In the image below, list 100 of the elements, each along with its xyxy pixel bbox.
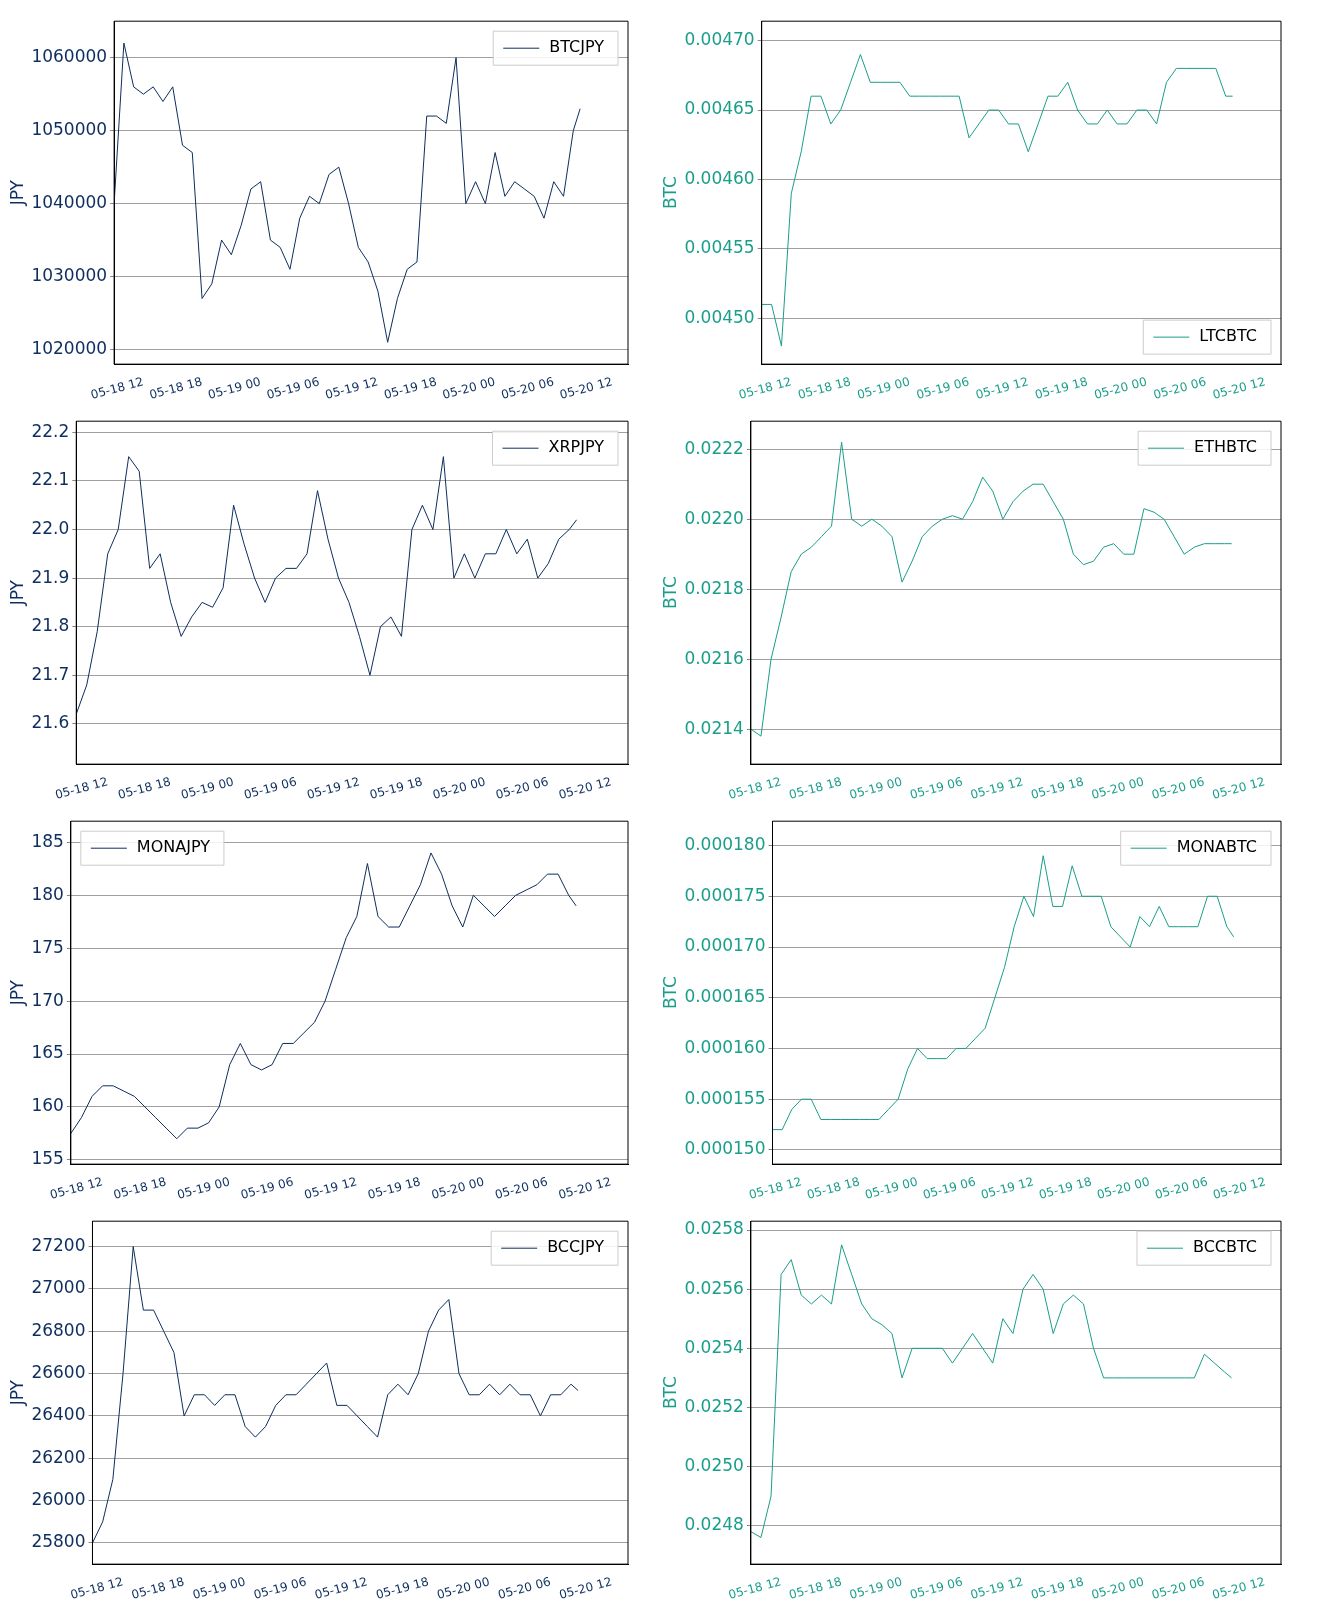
x-tick-label: 05-18 12 bbox=[48, 1174, 105, 1202]
x-tick-label: 05-19 12 bbox=[979, 1174, 1036, 1202]
x-tick-label: 05-19 12 bbox=[313, 1574, 369, 1600]
y-tick-label: 180 bbox=[31, 883, 64, 904]
x-tick-label: 05-19 12 bbox=[302, 1174, 359, 1202]
x-tick-label: 05-19 06 bbox=[908, 1574, 965, 1600]
y-tick-label: 0.0258 bbox=[684, 1218, 744, 1239]
x-tick-label: 05-20 12 bbox=[558, 374, 614, 402]
x-tick-label: 05-19 12 bbox=[974, 374, 1030, 402]
x-tick-label: 05-20 00 bbox=[1092, 374, 1149, 402]
y-tick-label: 0.00455 bbox=[684, 237, 755, 258]
x-tick-label: 05-20 00 bbox=[1089, 1574, 1146, 1600]
x-tick-label: 05-19 18 bbox=[1029, 774, 1086, 802]
y-axis-title: BTC bbox=[659, 576, 680, 610]
y-tick-label: 21.6 bbox=[31, 712, 70, 733]
y-tick-label: 0.0220 bbox=[684, 507, 744, 528]
x-tick-label: 05-20 12 bbox=[1211, 374, 1267, 402]
y-tick-label: 26200 bbox=[31, 1446, 86, 1467]
y-tick-label: 22.2 bbox=[31, 420, 70, 441]
x-tick-label: 05-19 18 bbox=[366, 1174, 422, 1202]
x-tick-label: 05-19 06 bbox=[921, 1174, 978, 1202]
x-tick-label: 05-19 00 bbox=[191, 1574, 247, 1600]
x-tick-label: 05-19 18 bbox=[1037, 1174, 1094, 1202]
y-tick-label: 22.0 bbox=[31, 517, 70, 538]
legend-label: BCCJPY bbox=[547, 1237, 605, 1257]
x-tick-label: 05-18 18 bbox=[805, 1174, 862, 1202]
x-tick-label: 05-19 00 bbox=[863, 1174, 920, 1202]
x-tick-label: 05-19 00 bbox=[847, 774, 904, 802]
x-tick-label: 05-19 18 bbox=[382, 374, 439, 402]
x-tick-label: 05-20 06 bbox=[1150, 774, 1206, 802]
y-tick-label: 26400 bbox=[31, 1404, 86, 1425]
x-tick-label: 05-18 18 bbox=[112, 1174, 168, 1202]
y-axis-title: JPY bbox=[6, 979, 27, 1007]
y-axis-title: JPY bbox=[6, 1379, 27, 1407]
y-tick-label: 175 bbox=[31, 936, 64, 957]
x-tick-label: 05-20 12 bbox=[556, 1174, 613, 1202]
y-tick-label: 0.000155 bbox=[684, 1087, 766, 1108]
x-tick-label: 05-18 12 bbox=[737, 374, 793, 402]
x-tick-label: 05-20 12 bbox=[1211, 1174, 1268, 1202]
x-tick-label: 05-20 00 bbox=[440, 374, 497, 402]
x-tick-label: 05-18 18 bbox=[147, 374, 204, 402]
y-tick-label: 0.0248 bbox=[684, 1514, 744, 1535]
y-tick-label: 0.0254 bbox=[684, 1336, 744, 1357]
y-tick-label: 0.0218 bbox=[684, 577, 744, 598]
y-tick-label: 26600 bbox=[31, 1362, 86, 1383]
x-tick-label: 05-20 06 bbox=[1150, 1574, 1206, 1600]
x-tick-label: 05-18 12 bbox=[53, 774, 110, 802]
y-tick-label: 185 bbox=[31, 830, 64, 851]
legend-label: LTCBTC bbox=[1199, 326, 1257, 346]
y-tick-label: 0.0250 bbox=[684, 1454, 744, 1475]
y-tick-label: 1060000 bbox=[31, 46, 108, 67]
x-tick-label: 05-18 12 bbox=[68, 1574, 125, 1600]
y-tick-label: 21.9 bbox=[31, 566, 70, 587]
y-tick-label: 160 bbox=[31, 1095, 64, 1116]
x-tick-label: 05-18 12 bbox=[726, 774, 783, 802]
x-tick-label: 05-18 18 bbox=[796, 374, 853, 402]
x-tick-label: 05-19 00 bbox=[855, 374, 912, 402]
y-tick-label: 0.00470 bbox=[684, 29, 755, 50]
y-tick-label: 155 bbox=[31, 1148, 64, 1169]
x-tick-label: 05-18 18 bbox=[787, 774, 844, 802]
x-tick-label: 05-20 00 bbox=[1095, 1174, 1152, 1202]
legend-label: XRPJPY bbox=[548, 437, 605, 457]
y-axis-title: JPY bbox=[6, 579, 27, 607]
y-tick-label: 0.00465 bbox=[684, 98, 755, 119]
y-tick-label: 0.000160 bbox=[684, 1036, 766, 1057]
x-tick-label: 05-20 12 bbox=[557, 774, 613, 802]
y-tick-label: 27200 bbox=[31, 1235, 86, 1256]
y-tick-label: 0.00450 bbox=[684, 306, 755, 327]
x-tick-label: 05-20 06 bbox=[496, 1574, 553, 1600]
legend-label: MONABTC bbox=[1176, 837, 1257, 857]
x-tick-label: 05-19 00 bbox=[847, 1574, 904, 1600]
x-tick-label: 05-19 18 bbox=[368, 774, 424, 802]
x-tick-label: 05-18 18 bbox=[787, 1574, 844, 1600]
y-tick-label: 1030000 bbox=[31, 264, 108, 285]
x-tick-label: 05-18 18 bbox=[116, 774, 173, 802]
x-tick-label: 05-19 18 bbox=[1033, 374, 1090, 402]
x-tick-label: 05-20 06 bbox=[494, 774, 550, 802]
x-tick-label: 05-20 00 bbox=[435, 1574, 492, 1600]
y-tick-label: 165 bbox=[31, 1042, 64, 1063]
y-tick-label: 1040000 bbox=[31, 192, 108, 213]
y-axis-title: BTC bbox=[659, 976, 680, 1010]
y-tick-label: 26800 bbox=[31, 1319, 86, 1340]
x-tick-label: 05-20 12 bbox=[1210, 774, 1267, 802]
y-tick-label: 0.00460 bbox=[684, 167, 755, 188]
y-axis-title: BTC bbox=[659, 1376, 680, 1410]
y-tick-label: 0.0214 bbox=[684, 717, 744, 738]
x-tick-label: 05-20 06 bbox=[1151, 374, 1208, 402]
y-tick-label: 0.0256 bbox=[684, 1277, 744, 1298]
y-tick-label: 21.7 bbox=[31, 663, 70, 684]
y-tick-label: 0.000175 bbox=[684, 884, 766, 905]
y-tick-label: 27000 bbox=[31, 1277, 86, 1298]
x-tick-label: 05-18 18 bbox=[129, 1574, 186, 1600]
x-tick-label: 05-20 06 bbox=[493, 1174, 550, 1202]
x-tick-label: 05-19 12 bbox=[968, 1574, 1025, 1600]
y-tick-label: 1050000 bbox=[31, 119, 108, 140]
x-tick-label: 05-20 00 bbox=[1089, 774, 1146, 802]
x-tick-label: 05-18 12 bbox=[726, 1574, 783, 1600]
x-tick-label: 05-19 12 bbox=[305, 774, 362, 802]
x-tick-label: 05-18 12 bbox=[89, 374, 146, 402]
x-tick-label: 05-19 06 bbox=[914, 374, 971, 402]
